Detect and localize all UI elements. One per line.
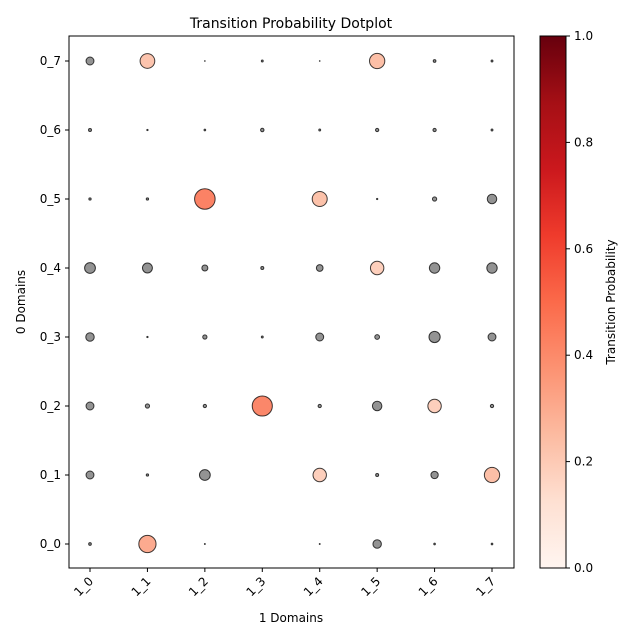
data-point-1_2-0_7 — [204, 60, 206, 62]
data-point-1_2-0_4 — [201, 264, 209, 272]
x-tick-label: 1_7 — [473, 574, 498, 599]
data-point-1_1-0_6 — [146, 128, 149, 132]
y-axis-ticks: 0_0 0_1 0_2 0_3 0_4 0_5 0_6 0_7 — [40, 54, 69, 551]
x-tick-label: 1_3 — [243, 574, 268, 599]
plot-area — [68, 35, 515, 569]
data-point-1_6-0_2 — [427, 398, 442, 414]
colorbar — [539, 35, 567, 569]
data-point-1_7-0_6 — [490, 128, 494, 132]
data-point-1_5-0_0 — [372, 539, 382, 549]
data-point-1_6-0_5 — [431, 196, 438, 202]
x-tick-label: 1_4 — [301, 574, 326, 599]
data-point-1_7-0_3 — [487, 332, 497, 342]
data-point-1_3-0_7 — [260, 59, 264, 63]
data-point-1_4-0_6 — [318, 128, 322, 132]
chart-title: Transition Probability Dotplot — [189, 16, 393, 32]
y-tick-label: 0_4 — [40, 261, 61, 275]
data-point-1_2-0_2 — [202, 403, 208, 409]
data-point-1_4-0_0 — [318, 543, 321, 545]
colorbar-tick-label: 0.4 — [574, 348, 593, 362]
data-point-1_4-0_4 — [315, 264, 324, 272]
colorbar-tick-label: 0.0 — [574, 561, 593, 575]
data-point-1_1-0_4 — [141, 262, 153, 274]
colorbar-label: Transition Probability — [604, 239, 618, 365]
data-point-1_4-0_7 — [318, 60, 321, 62]
data-point-1_2-0_5 — [194, 188, 216, 210]
y-tick-label: 0_6 — [40, 123, 61, 137]
data-point-1_5-0_7 — [369, 52, 386, 70]
data-point-1_7-0_0 — [490, 542, 494, 546]
data-point-1_1-0_5 — [145, 197, 150, 201]
data-point-1_2-0_1 — [198, 469, 211, 481]
colorbar-tick-label: 1.0 — [574, 29, 593, 43]
points-layer — [84, 52, 501, 554]
y-tick-label: 0_5 — [40, 192, 61, 206]
data-point-1_4-0_2 — [317, 403, 322, 409]
data-point-1_0-0_0 — [88, 542, 92, 546]
data-point-1_4-0_3 — [315, 332, 325, 342]
data-point-1_2-0_3 — [202, 334, 208, 340]
y-tick-label: 0_7 — [40, 54, 61, 68]
data-point-1_4-0_1 — [312, 467, 327, 483]
x-tick-label: 1_6 — [416, 574, 441, 599]
data-point-1_2-0_0 — [203, 543, 206, 545]
data-point-1_1-0_0 — [138, 534, 157, 554]
data-point-1_6-0_6 — [432, 127, 437, 133]
data-point-1_7-0_7 — [490, 59, 494, 63]
data-point-1_1-0_7 — [139, 53, 156, 69]
colorbar-tick-label: 0.8 — [574, 135, 593, 149]
data-point-1_0-0_1 — [85, 470, 95, 480]
x-axis-label: 1 Domains — [259, 611, 323, 625]
data-point-1_3-0_2 — [251, 395, 273, 417]
data-point-1_7-0_4 — [486, 262, 498, 274]
colorbar-tick-label: 0.6 — [574, 242, 593, 256]
data-point-1_3-0_4 — [260, 266, 265, 270]
data-point-1_7-0_5 — [486, 193, 498, 205]
x-axis-ticks: 1_0 1_1 1_2 1_3 1_4 1_5 1_6 1_7 — [71, 568, 498, 599]
data-point-1_5-0_5 — [375, 197, 379, 201]
data-point-1_1-0_3 — [146, 335, 149, 339]
colorbar-ticks: 0.0 0.2 0.4 0.6 0.8 1.0 — [566, 29, 593, 575]
data-point-1_0-0_5 — [88, 197, 92, 201]
data-point-1_4-0_5 — [311, 191, 328, 207]
data-point-1_5-0_3 — [374, 334, 381, 340]
data-point-1_7-0_1 — [483, 466, 501, 484]
data-point-1_5-0_6 — [375, 127, 380, 133]
data-point-1_6-0_1 — [430, 470, 439, 480]
x-tick-label: 1_5 — [358, 574, 383, 599]
y-tick-label: 0_1 — [40, 468, 61, 482]
data-point-1_1-0_2 — [144, 403, 151, 409]
y-axis-label: 0 Domains — [14, 270, 28, 334]
data-point-1_0-0_6 — [88, 128, 92, 132]
data-point-1_6-0_0 — [433, 542, 436, 546]
x-tick-label: 1_2 — [186, 574, 211, 599]
data-point-1_0-0_2 — [85, 401, 95, 411]
y-tick-label: 0_2 — [40, 399, 61, 413]
y-tick-label: 0_3 — [40, 330, 61, 344]
data-point-1_0-0_3 — [85, 332, 95, 342]
data-point-1_3-0_3 — [260, 335, 264, 339]
data-point-1_5-0_4 — [369, 260, 385, 276]
x-tick-label: 1_0 — [71, 574, 96, 599]
data-point-1_2-0_6 — [203, 128, 207, 132]
data-point-1_3-0_6 — [260, 127, 265, 133]
data-point-1_7-0_2 — [489, 403, 495, 409]
data-point-1_6-0_3 — [428, 330, 441, 344]
data-point-1_0-0_7 — [85, 56, 95, 66]
data-point-1_6-0_7 — [432, 59, 437, 63]
x-tick-label: 1_1 — [129, 574, 154, 599]
colorbar-tick-label: 0.2 — [574, 455, 593, 469]
data-point-1_0-0_4 — [84, 262, 96, 274]
data-point-1_6-0_4 — [428, 262, 441, 274]
data-point-1_1-0_1 — [145, 473, 150, 477]
data-point-1_5-0_2 — [371, 400, 383, 412]
data-point-1_5-0_1 — [375, 473, 380, 477]
y-tick-label: 0_0 — [40, 537, 61, 551]
